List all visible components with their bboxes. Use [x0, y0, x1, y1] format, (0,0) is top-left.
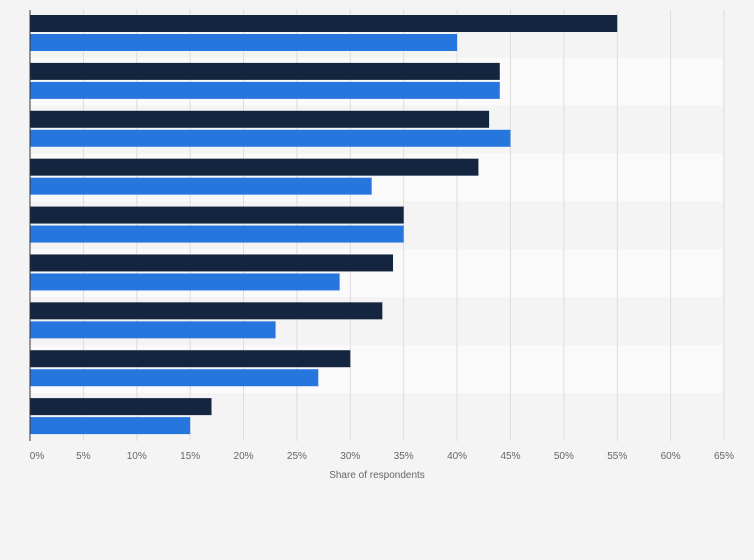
x-tick-label: 15%	[180, 451, 200, 462]
bar-series-1	[30, 158, 479, 176]
gridlines	[82, 10, 725, 441]
x-tick-label: 45%	[500, 451, 520, 462]
bars	[30, 15, 618, 435]
x-tick-label: 5%	[76, 451, 91, 462]
x-tick-label: 55%	[607, 451, 627, 462]
bar-series-1	[30, 62, 500, 80]
bar-series-2	[30, 225, 404, 243]
x-tick-labels: 0% 5% 10% 15% 20% 25% 30% 35% 40% 45% 50% 55% 60% 65%	[30, 451, 734, 462]
bar-series-1	[30, 15, 618, 32]
x-tick-label: 60%	[661, 451, 681, 462]
x-tick-label: 40%	[447, 451, 467, 462]
x-tick-label: 10%	[127, 451, 147, 462]
x-axis-title: Share of respondents	[329, 470, 425, 481]
bar-series-1	[30, 206, 404, 224]
bar-series-2	[30, 369, 319, 387]
bar-series-1	[30, 110, 490, 128]
bar-series-1	[30, 302, 383, 320]
bar-series-2	[30, 34, 458, 51]
x-tick-label: 35%	[394, 451, 414, 462]
x-tick-label: 25%	[287, 451, 307, 462]
bar-series-2	[30, 417, 191, 435]
bar-series-1	[30, 350, 351, 368]
x-tick-label: 20%	[234, 451, 254, 462]
x-tick-label: 0%	[30, 451, 45, 462]
x-tick-label: 65%	[714, 451, 734, 462]
bar-series-2	[30, 321, 276, 339]
bar-series-2	[30, 273, 340, 291]
x-tick-label: 30%	[340, 451, 360, 462]
bar-series-1	[30, 398, 212, 416]
x-tick-label: 50%	[554, 451, 574, 462]
bar-series-2	[30, 129, 511, 147]
bar-series-2	[30, 177, 372, 195]
bar-series-2	[30, 81, 500, 99]
bar-series-1	[30, 254, 394, 272]
